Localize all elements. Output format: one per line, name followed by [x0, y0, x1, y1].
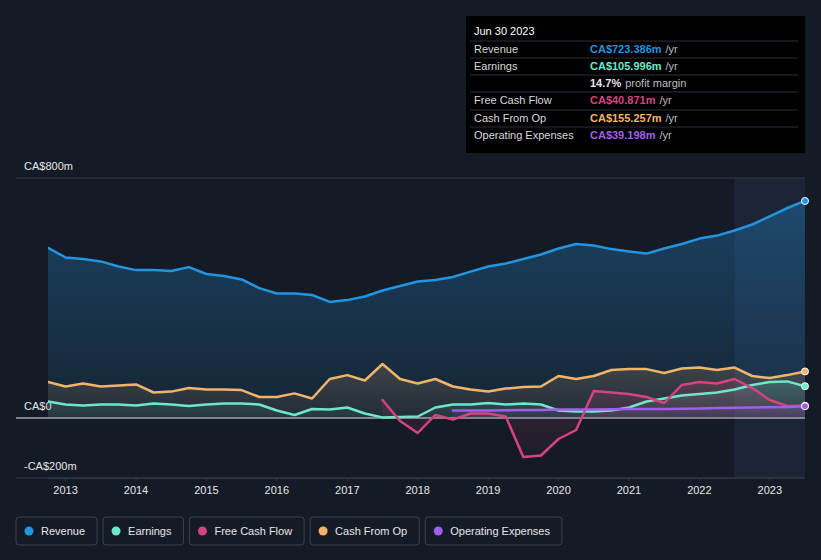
plot-area — [48, 201, 805, 457]
background — [0, 0, 821, 560]
legend-box — [189, 517, 304, 545]
tooltip-value: CA$155.257m — [590, 112, 662, 124]
legend-swatch — [25, 527, 34, 536]
legend-swatch — [434, 527, 443, 536]
legend: Revenue Earnings Free Cash Flow Cash From O… — [16, 517, 562, 545]
tooltip: Jun 30 2023 Revenue CA$723.386m/yr Earnings… — [466, 16, 805, 153]
x-tick — [628, 478, 629, 481]
tooltip-separator — [470, 41, 798, 42]
series-line — [48, 364, 805, 399]
x-tick — [65, 478, 66, 481]
x-tick-label: 2013 — [53, 484, 77, 496]
end-point — [802, 402, 809, 409]
tooltip-value: 14.7% — [590, 77, 621, 89]
legend-box — [425, 517, 562, 545]
legend-label: Cash From Op — [335, 525, 407, 537]
x-axis-line — [48, 478, 805, 479]
tooltip-label: Cash From Op — [474, 112, 546, 124]
x-tick — [558, 478, 559, 481]
x-tick — [276, 478, 277, 481]
legend-item: Operating Expenses — [425, 517, 562, 545]
x-tick — [769, 478, 770, 481]
x-tick-label: 2019 — [476, 484, 500, 496]
tooltip-suffix: /yr — [659, 94, 672, 106]
legend-label: Revenue — [41, 525, 85, 537]
grid-line — [16, 478, 805, 479]
tooltip-suffix: /yr — [666, 112, 679, 124]
end-point — [802, 197, 809, 204]
legend-box — [16, 517, 97, 545]
legend-box — [310, 517, 419, 545]
legend-label: Operating Expenses — [450, 525, 550, 537]
series-line — [48, 381, 805, 417]
x-tick-label: 2015 — [194, 484, 218, 496]
tooltip-label: Operating Expenses — [474, 129, 574, 141]
tooltip-separator — [470, 92, 798, 93]
y-tick-label: CA$0 — [24, 400, 52, 412]
legend-item: Revenue — [16, 517, 97, 545]
tooltip-suffix: /yr — [666, 43, 679, 55]
tooltip-value: CA$723.386m — [590, 43, 662, 55]
end-point — [802, 383, 809, 390]
x-tick — [347, 478, 348, 481]
tooltip-separator — [470, 127, 798, 128]
tooltip-label: Revenue — [474, 43, 518, 55]
x-tick — [488, 478, 489, 481]
tooltip-label: Earnings — [474, 60, 518, 72]
x-tick-label: 2023 — [758, 484, 782, 496]
tooltip-value: CA$105.996m — [590, 60, 662, 72]
legend-label: Free Cash Flow — [214, 525, 292, 537]
x-tick — [699, 478, 700, 481]
x-tick-label: 2020 — [546, 484, 570, 496]
y-tick-label: -CA$200m — [24, 460, 77, 472]
legend-item: Cash From Op — [310, 517, 419, 545]
x-tick — [136, 478, 137, 481]
x-tick-label: 2021 — [617, 484, 641, 496]
tooltip-separator — [470, 75, 798, 76]
grid-line — [16, 178, 805, 179]
legend-swatch — [198, 527, 207, 536]
y-tick-label: CA$800m — [24, 160, 73, 172]
legend-swatch — [112, 527, 121, 536]
legend-box — [103, 517, 183, 545]
legend-label: Earnings — [128, 525, 172, 537]
tooltip-box — [466, 16, 805, 153]
chart: CA$800m CA$0 -CA$200m 2013 2014 2015 2016 2017 2… — [0, 0, 821, 560]
series-area — [382, 379, 805, 457]
tooltip-title: Jun 30 2023 — [474, 25, 535, 37]
x-tick-label: 2018 — [405, 484, 429, 496]
tooltip-suffix: profit margin — [625, 77, 686, 89]
legend-item: Earnings — [103, 517, 183, 545]
tooltip-suffix: /yr — [666, 60, 679, 72]
series-line — [48, 201, 805, 302]
legend-item: Free Cash Flow — [189, 517, 304, 545]
tooltip-value: CA$39.198m — [590, 129, 656, 141]
series-line — [382, 379, 805, 457]
end-point — [802, 368, 809, 375]
x-tick — [417, 478, 418, 481]
tooltip-separator — [470, 110, 798, 111]
series-line — [453, 406, 805, 410]
legend-swatch — [319, 527, 328, 536]
x-tick-label: 2022 — [687, 484, 711, 496]
x-tick-label: 2016 — [265, 484, 289, 496]
tooltip-suffix: /yr — [659, 129, 672, 141]
tooltip-value: CA$40.871m — [590, 94, 656, 106]
x-tick — [206, 478, 207, 481]
x-tick-label: 2017 — [335, 484, 359, 496]
end-point — [802, 403, 809, 410]
x-tick-label: 2014 — [124, 484, 148, 496]
tooltip-label: Free Cash Flow — [474, 94, 552, 106]
tooltip-separator — [470, 58, 798, 59]
